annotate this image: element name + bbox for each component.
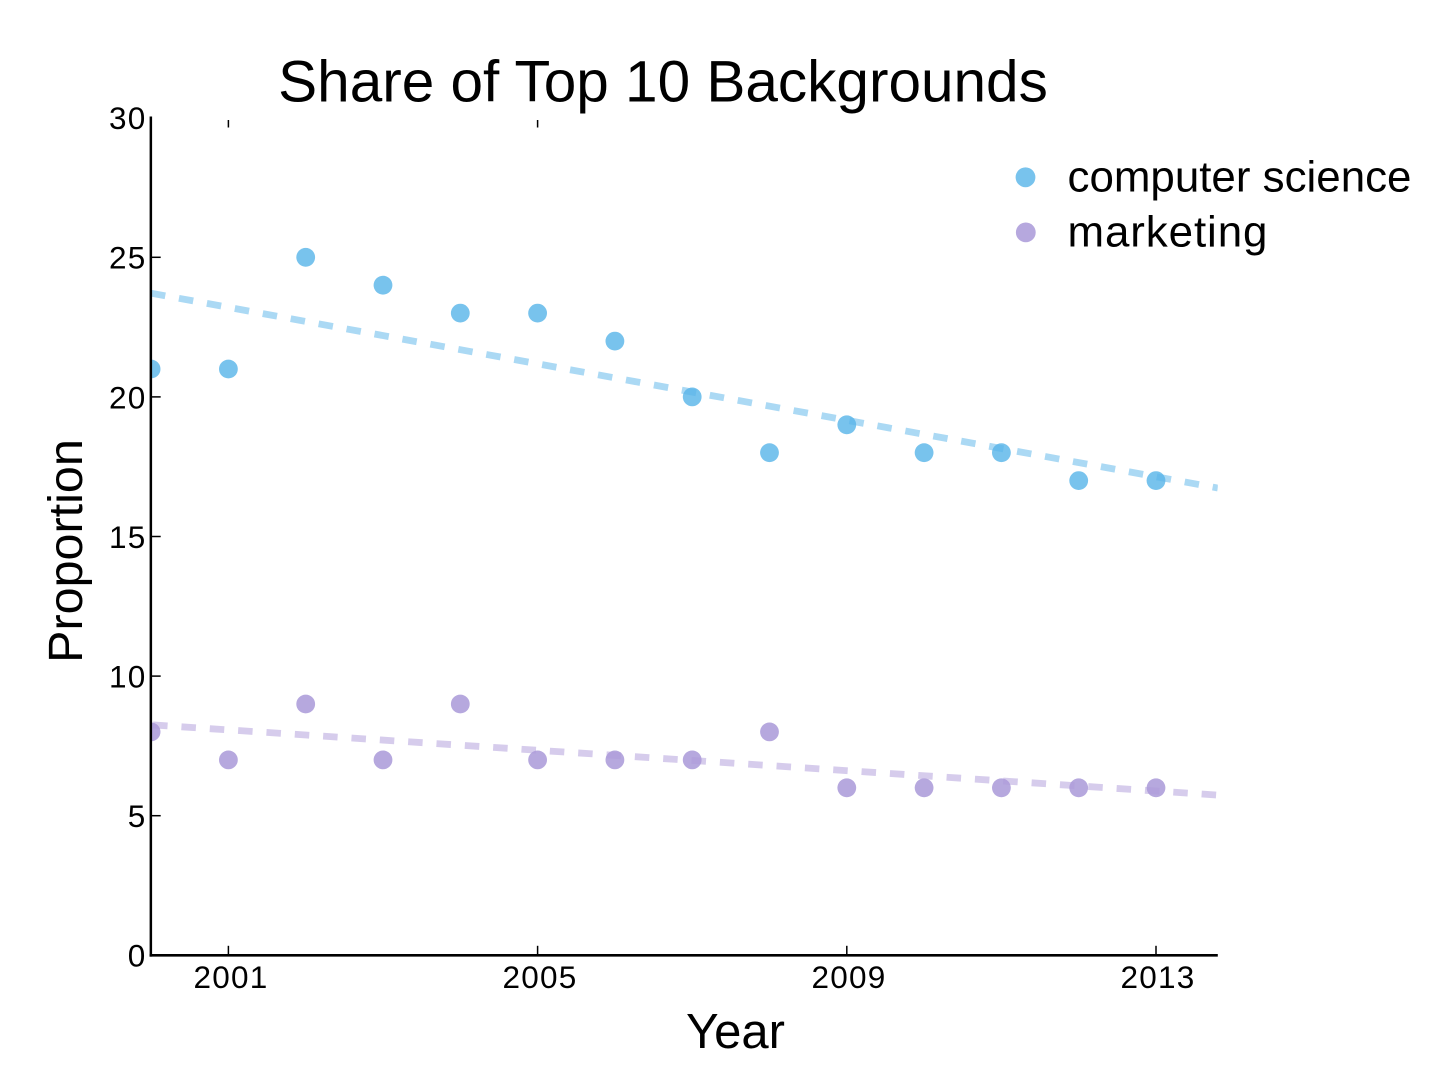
- svg-text:Share of Top 10 Backgrounds: Share of Top 10 Backgrounds: [278, 50, 1048, 115]
- svg-text:30: 30: [109, 100, 146, 136]
- svg-text:0: 0: [128, 938, 147, 974]
- svg-text:10: 10: [109, 659, 146, 695]
- svg-text:5: 5: [128, 798, 147, 834]
- svg-text:2013: 2013: [1121, 959, 1196, 995]
- svg-text:Year: Year: [686, 1005, 785, 1059]
- svg-text:15: 15: [109, 519, 146, 555]
- svg-text:Proportion: Proportion: [39, 439, 93, 663]
- svg-text:20: 20: [109, 379, 146, 415]
- svg-text:2001: 2001: [194, 959, 269, 995]
- svg-text:2005: 2005: [503, 959, 578, 995]
- svg-text:2009: 2009: [812, 959, 887, 995]
- svg-text:marketing: marketing: [1068, 208, 1269, 257]
- svg-text:25: 25: [109, 240, 146, 276]
- svg-text:computer science: computer science: [1068, 153, 1412, 202]
